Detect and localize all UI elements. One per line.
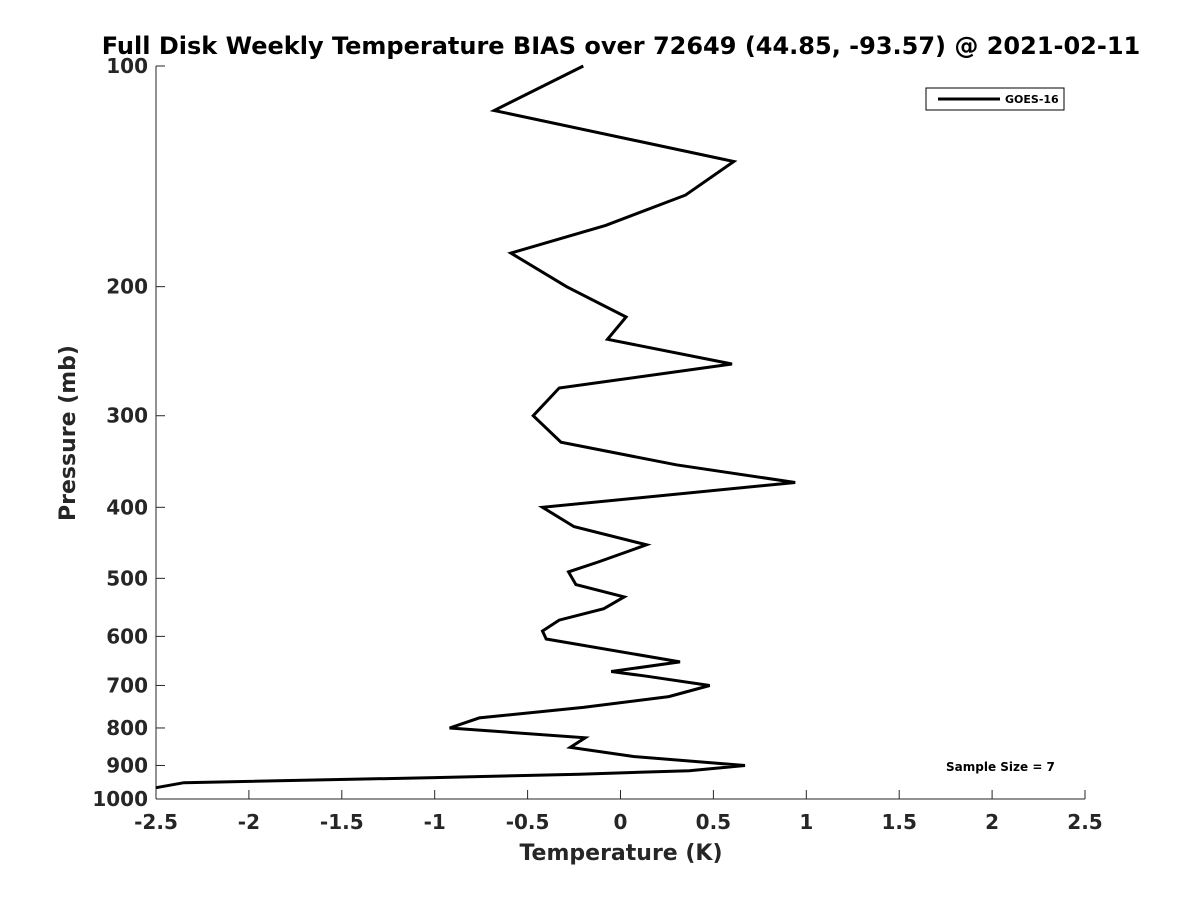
y-axis: 100 200 300 400 500 600 700 800 900 1000 bbox=[92, 54, 165, 811]
y-tick-label: 500 bbox=[106, 566, 148, 590]
y-tick-label: 400 bbox=[106, 495, 148, 519]
legend-entry-label: GOES-16 bbox=[1005, 93, 1059, 106]
x-axis: -2.5 -2 -1.5 -1 -0.5 0 0.5 1 1.5 2 2.5 bbox=[134, 790, 1103, 834]
y-tick-label: 800 bbox=[106, 716, 148, 740]
y-tick-label: 100 bbox=[106, 54, 148, 78]
x-tick-label: -1 bbox=[424, 810, 446, 834]
x-tick-label: 1 bbox=[799, 810, 813, 834]
series-line-goes-16 bbox=[155, 64, 796, 790]
x-tick-label: -2 bbox=[238, 810, 260, 834]
y-tick-label: 200 bbox=[106, 275, 148, 299]
x-tick-label: 2 bbox=[985, 810, 999, 834]
plot-area bbox=[156, 66, 1085, 799]
y-axis-title: Pressure (mb) bbox=[56, 345, 81, 521]
x-tick-label: 1.5 bbox=[881, 810, 916, 834]
series-layer bbox=[155, 64, 796, 790]
y-tick-label: 300 bbox=[106, 404, 148, 428]
y-tick-label: 1000 bbox=[92, 787, 148, 811]
sample-size-annotation: Sample Size = 7 bbox=[946, 760, 1055, 774]
y-tick-label: 700 bbox=[106, 673, 148, 697]
y-tick-label: 600 bbox=[106, 624, 148, 648]
x-axis-title: Temperature (K) bbox=[519, 841, 722, 866]
x-tick-label: 0 bbox=[614, 810, 628, 834]
legend: GOES-16 bbox=[925, 87, 1065, 111]
y-tick-label: 900 bbox=[106, 753, 148, 777]
x-tick-label: -1.5 bbox=[320, 810, 364, 834]
x-tick-label: 2.5 bbox=[1067, 810, 1102, 834]
x-tick-label: -2.5 bbox=[134, 810, 178, 834]
x-tick-label: -0.5 bbox=[506, 810, 550, 834]
x-tick-label: 0.5 bbox=[696, 810, 731, 834]
chart-title: Full Disk Weekly Temperature BIAS over 7… bbox=[102, 32, 1141, 60]
